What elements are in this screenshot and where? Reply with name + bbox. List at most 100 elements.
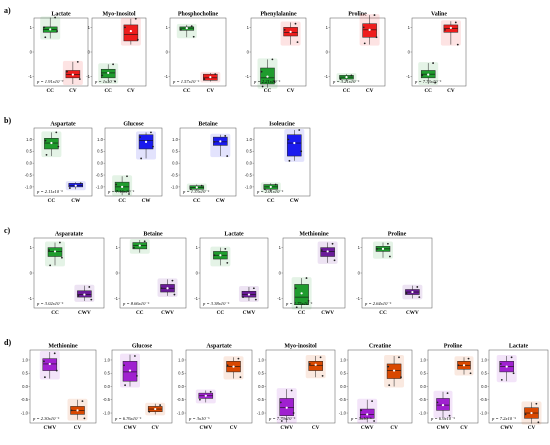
data-point — [43, 26, 46, 29]
box-cwv: CWV — [433, 390, 453, 431]
chart-title: Myo-Inositol — [103, 12, 136, 18]
chart-title: Methionine — [48, 344, 78, 350]
data-point — [499, 363, 502, 365]
y-tick-label: 0 — [247, 49, 250, 54]
y-tick-label: -0.5 — [25, 172, 33, 177]
p-value: p = 2.11x10⁻⁶ — [36, 189, 63, 194]
data-point — [160, 287, 163, 290]
data-point — [363, 42, 366, 45]
chart-myo-inositol: Myo-Inositol -1 0 1 CC CV p = 1x10⁻⁵ — [86, 12, 147, 94]
box-cv: CV — [120, 17, 141, 94]
y-tick-label: -1 — [324, 74, 328, 79]
data-point — [126, 175, 128, 178]
chart-title: Valine — [431, 12, 447, 18]
x-category-label: CWV — [78, 310, 91, 316]
y-tick-label: 1.0 — [26, 137, 32, 142]
data-point — [76, 60, 79, 63]
y-tick-label: -1 — [86, 74, 90, 79]
mean-marker — [266, 75, 269, 78]
data-point — [416, 286, 419, 288]
x-category-label: CW — [71, 198, 81, 204]
y-tick-label: 0 — [358, 270, 361, 275]
x-category-label: CV — [74, 425, 82, 431]
data-point — [261, 85, 264, 88]
x-category-label: CC — [217, 310, 225, 316]
mean-marker — [381, 247, 385, 250]
data-point — [387, 365, 390, 368]
box-cc: CC — [210, 246, 231, 316]
mean-marker — [314, 363, 317, 366]
box-cc: CC — [186, 183, 207, 204]
data-point — [319, 356, 322, 359]
panel-label: c) — [4, 226, 11, 235]
y-tick-label: -0.5 — [245, 172, 253, 177]
data-point — [308, 363, 311, 365]
p-value: p = 2.01x10⁻⁶ — [256, 189, 284, 194]
mean-marker — [128, 369, 132, 372]
p-value: p = 3x10⁻⁵ — [188, 416, 210, 421]
x-category-label: CC — [343, 88, 351, 94]
data-point — [298, 129, 301, 131]
x-category-label: CW — [216, 198, 226, 204]
x-category-label: CWV — [361, 425, 374, 431]
data-point — [290, 389, 293, 392]
data-point — [371, 400, 373, 402]
chart-glucose: Glucose -1.0 -0.5 0.0 0.5 1.0 CWV CV p = 6.76x10… — [103, 344, 173, 431]
data-point — [469, 372, 472, 375]
data-point — [224, 247, 227, 250]
data-point — [307, 300, 310, 302]
p-value: p = 1.57x10⁻⁵ — [172, 79, 200, 84]
iqr-box — [308, 361, 323, 371]
data-point — [252, 287, 255, 290]
mean-marker — [121, 185, 124, 188]
x-category-label: CC — [51, 310, 59, 316]
data-point — [373, 14, 376, 16]
chart-glucose: Glucose -1.0 -0.5 0.0 0.5 1.0 CC CW p = 7.16x10⁻… — [96, 122, 163, 204]
chart-proline: Proline -1 0 1 CC CV p = 3.21x10⁻⁵ — [324, 12, 386, 94]
data-point — [159, 404, 162, 406]
y-tick-label: 1 — [88, 25, 91, 30]
plot-frame — [361, 237, 433, 309]
data-point — [83, 417, 86, 420]
y-tick-label: 1 — [116, 245, 119, 250]
mean-marker — [71, 73, 74, 76]
data-point — [226, 364, 229, 367]
iqr-box — [294, 284, 309, 305]
chart-title: Phenylalanine — [260, 12, 297, 18]
y-tick-label: 1.0 — [246, 137, 252, 142]
data-point — [373, 420, 375, 422]
data-point — [123, 364, 125, 367]
y-tick-label: -0.5 — [480, 397, 488, 402]
data-point — [398, 356, 400, 359]
y-tick-label: -1.0 — [103, 410, 111, 415]
data-point — [239, 376, 242, 379]
data-point — [436, 401, 439, 404]
data-point — [271, 58, 274, 61]
data-point — [44, 376, 46, 379]
data-point — [387, 242, 389, 245]
chart-title: Lactate — [224, 232, 244, 238]
y-tick-label: 0 — [166, 49, 169, 54]
data-point — [500, 378, 503, 381]
data-point — [295, 306, 298, 309]
y-tick-label: -1.0 — [25, 184, 33, 189]
box-cwv: CWV — [195, 389, 216, 431]
y-tick-label: 0 — [88, 49, 91, 54]
box-cv: CV — [521, 401, 542, 431]
y-tick-label: 1.0 — [178, 357, 184, 362]
chart-title: Proline — [444, 344, 463, 350]
x-category-label: CV — [390, 425, 398, 431]
data-point — [331, 242, 334, 245]
mean-marker — [269, 185, 272, 188]
data-point — [81, 400, 84, 402]
y-tick-label: 0.0 — [97, 161, 103, 166]
mean-marker — [462, 364, 466, 367]
data-point — [143, 240, 146, 243]
panel-label: b) — [4, 116, 11, 125]
y-tick-label: 0.5 — [26, 149, 32, 154]
y-tick-label: -1.0 — [171, 184, 179, 189]
mean-marker — [300, 292, 303, 295]
chart-lactate: Lactate -1 0 1 CC CV p = 1.91x10⁻⁹ — [28, 12, 89, 94]
x-category-label: CC — [379, 310, 387, 316]
